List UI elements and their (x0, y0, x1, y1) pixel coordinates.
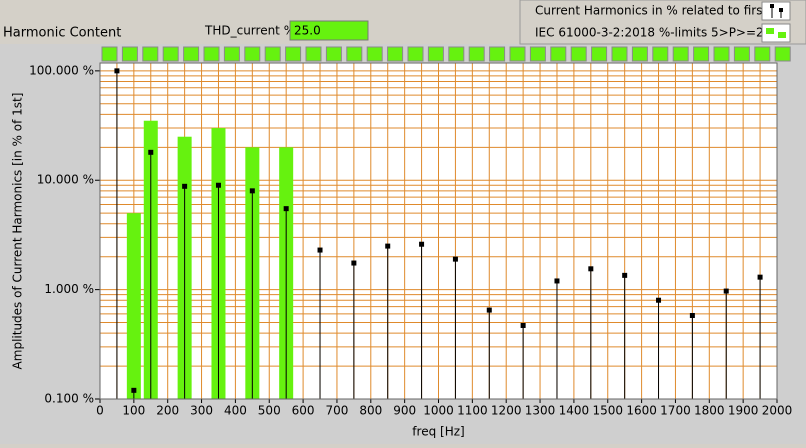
stem-marker (554, 278, 560, 284)
led (387, 46, 404, 62)
x-tick-label: 1000 (423, 404, 454, 418)
stem-marker (114, 68, 120, 74)
led (713, 46, 730, 62)
led (285, 46, 302, 62)
led (203, 46, 220, 62)
stem-marker (351, 260, 357, 266)
x-tick-label: 500 (258, 404, 281, 418)
led (427, 46, 444, 62)
x-tick-label: 300 (190, 404, 213, 418)
legend-label: Current Harmonics in % related to first (535, 4, 767, 18)
x-tick-label: 1300 (525, 404, 556, 418)
led (366, 46, 383, 62)
led (305, 46, 322, 62)
led (550, 46, 567, 62)
x-tick-label: 1200 (491, 404, 522, 418)
x-tick-label: 1400 (559, 404, 590, 418)
legend (519, 0, 806, 45)
legend-swatch (778, 32, 786, 38)
legend-swatch (770, 4, 774, 8)
led (754, 46, 771, 62)
led (529, 46, 546, 62)
stem-marker (723, 288, 729, 294)
x-tick-label: 700 (325, 404, 348, 418)
led (652, 46, 669, 62)
led (142, 46, 159, 62)
legend-swatch (766, 28, 774, 34)
stem-marker (588, 266, 594, 272)
y-tick-label: 100.000 % (29, 63, 94, 77)
led (693, 46, 710, 62)
x-tick-label: 600 (292, 404, 315, 418)
thd-label: THD_current % (204, 24, 295, 38)
stem-marker (249, 188, 255, 194)
thd-value[interactable]: 25.0 (294, 24, 321, 38)
stem-marker (452, 256, 458, 262)
led (611, 46, 628, 62)
led (570, 46, 587, 62)
x-tick-label: 2000 (762, 404, 793, 418)
led (325, 46, 342, 62)
stem-marker (486, 307, 492, 313)
x-tick-label: 1700 (660, 404, 691, 418)
x-tick-label: 1800 (694, 404, 725, 418)
led (346, 46, 363, 62)
led (591, 46, 608, 62)
x-axis-label: freq [Hz] (412, 425, 464, 439)
led (448, 46, 465, 62)
legend-swatch (779, 8, 783, 12)
panel-title: Harmonic Content (3, 26, 121, 41)
stem-marker (317, 247, 323, 253)
y-tick-label: 0.100 % (44, 392, 94, 406)
stem-marker (419, 241, 425, 247)
x-tick-label: 200 (156, 404, 179, 418)
thd-field[interactable] (289, 20, 369, 41)
x-tick-label: 100 (122, 404, 145, 418)
x-tick-label: 1900 (728, 404, 759, 418)
led (121, 46, 138, 62)
x-tick-label: 1500 (592, 404, 623, 418)
stem-marker (757, 274, 763, 280)
y-tick-label: 10.000 % (37, 173, 94, 187)
stem-marker (520, 322, 526, 328)
stem-marker (283, 206, 289, 212)
legend-label: IEC 61000-3-2:2018 %-limits 5>P>=25W (535, 26, 783, 40)
led (183, 46, 200, 62)
stem-marker (148, 149, 154, 155)
led (509, 46, 526, 62)
x-tick-label: 900 (393, 404, 416, 418)
led (244, 46, 261, 62)
x-tick-label: 800 (359, 404, 382, 418)
stem-marker (215, 182, 221, 188)
led (468, 46, 485, 62)
x-tick-label: 1100 (457, 404, 488, 418)
led (631, 46, 648, 62)
plot-border (99, 62, 778, 400)
y-tick-label: 1.000 % (44, 282, 94, 296)
y-axis-label: Amplitudes of Current Harmonics [in % of… (11, 93, 25, 370)
stem-marker (656, 297, 662, 303)
stem-marker (182, 183, 188, 189)
stem-marker (622, 272, 628, 278)
legend-swatch-box (761, 1, 791, 21)
x-tick-label: 400 (224, 404, 247, 418)
led (489, 46, 506, 62)
led-row (101, 46, 791, 62)
led (407, 46, 424, 62)
led (162, 46, 179, 62)
stem-marker (385, 243, 391, 249)
x-tick-label: 1600 (626, 404, 657, 418)
stem-marker (131, 387, 137, 393)
led (774, 46, 791, 62)
x-tick-label: 0 (96, 404, 104, 418)
stem-marker (689, 312, 695, 318)
led (733, 46, 750, 62)
led (264, 46, 281, 62)
led (672, 46, 689, 62)
led (101, 46, 118, 62)
bar (126, 213, 141, 399)
led (223, 46, 240, 62)
